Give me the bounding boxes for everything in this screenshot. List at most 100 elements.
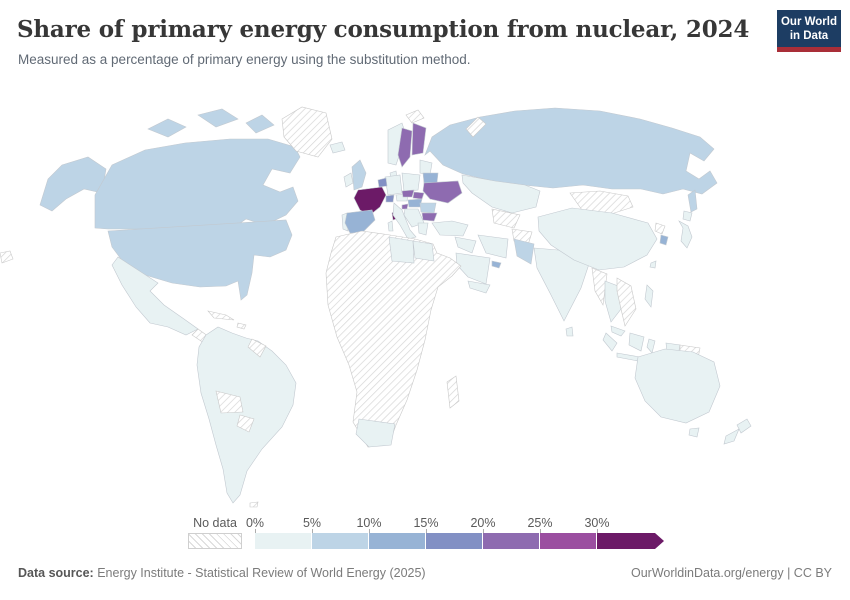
- country-libya[interactable]: [388, 236, 415, 264]
- country-australia-tasmania[interactable]: [688, 427, 700, 438]
- country-sakhalin-russia[interactable]: [687, 189, 698, 213]
- legend-tick-5: 5%: [302, 516, 322, 530]
- legend-tick-20: 20%: [470, 516, 496, 530]
- country-japan[interactable]: [678, 220, 693, 249]
- country-united-kingdom[interactable]: [351, 159, 367, 191]
- country-novaya-zemlya[interactable]: [465, 116, 487, 138]
- country-new-zealand-north[interactable]: [736, 418, 752, 434]
- legend-tickmark: [369, 529, 370, 533]
- page-subtitle: Measured as a percentage of primary ener…: [18, 52, 471, 67]
- country-indonesia-borneo[interactable]: [628, 332, 645, 352]
- legend-tickmark: [255, 529, 256, 533]
- region-edge-sliver[interactable]: [0, 250, 14, 264]
- data-source: Data source: Energy Institute - Statisti…: [18, 566, 426, 580]
- country-arctic-island[interactable]: [147, 118, 187, 138]
- country-malaysia[interactable]: [610, 325, 626, 337]
- country-australia[interactable]: [634, 348, 721, 424]
- country-canada[interactable]: [94, 138, 301, 230]
- country-myanmar[interactable]: [591, 267, 608, 306]
- country-pakistan[interactable]: [513, 238, 535, 265]
- country-china[interactable]: [537, 207, 658, 271]
- country-falkland-islands[interactable]: [249, 501, 259, 508]
- country-spain[interactable]: [344, 209, 376, 234]
- country-iceland[interactable]: [329, 141, 346, 154]
- region-africa[interactable]: [325, 230, 462, 448]
- country-italy[interactable]: [392, 202, 417, 240]
- region-south-america[interactable]: [196, 326, 297, 504]
- legend-tick-10: 10%: [356, 516, 382, 530]
- country-taiwan[interactable]: [649, 260, 657, 269]
- country-finland[interactable]: [411, 122, 427, 156]
- country-france[interactable]: [353, 186, 387, 216]
- country-cuba[interactable]: [207, 310, 235, 321]
- country-japan-hokkaido[interactable]: [682, 210, 693, 222]
- country-czechia[interactable]: [401, 189, 415, 198]
- country-saudi-arabia[interactable]: [455, 252, 491, 285]
- legend-tick-30: 30%: [584, 516, 610, 530]
- owid-logo-line2: in Data: [789, 30, 829, 42]
- country-ukraine[interactable]: [422, 180, 463, 204]
- legend-swatch-15-20[interactable]: [426, 533, 483, 549]
- country-ireland[interactable]: [343, 172, 354, 188]
- legend-color-bar: 0% 5% 10% 15% 20% 25% 30%: [246, 514, 675, 554]
- country-new-zealand-south[interactable]: [723, 428, 740, 445]
- owid-logo-text: Our World in Data: [777, 10, 841, 47]
- country-greece[interactable]: [417, 222, 429, 236]
- country-egypt[interactable]: [412, 240, 435, 262]
- country-mexico[interactable]: [111, 256, 199, 336]
- page-title: Share of primary energy consumption from…: [17, 16, 750, 43]
- country-iran[interactable]: [477, 234, 509, 259]
- data-source-label: Data source:: [18, 566, 94, 580]
- country-indonesia-java[interactable]: [616, 352, 641, 362]
- country-south-korea[interactable]: [659, 234, 669, 246]
- footer: Data source: Energy Institute - Statisti…: [0, 566, 850, 580]
- legend-no-data-swatch[interactable]: [188, 533, 242, 549]
- country-paraguay[interactable]: [236, 414, 255, 433]
- country-turkey[interactable]: [431, 220, 469, 237]
- country-slovakia[interactable]: [412, 191, 425, 200]
- country-poland[interactable]: [401, 172, 421, 192]
- country-arctic-island[interactable]: [245, 114, 275, 134]
- owid-logo-line1: Our World: [780, 16, 837, 28]
- country-indonesia-sulawesi[interactable]: [646, 338, 656, 354]
- country-germany[interactable]: [384, 174, 403, 196]
- legend-swatch-20-25[interactable]: [483, 533, 540, 549]
- region-yemen-oman[interactable]: [467, 280, 491, 294]
- country-indonesia-sumatra[interactable]: [602, 332, 618, 352]
- country-arctic-island[interactable]: [197, 108, 239, 128]
- country-bolivia[interactable]: [215, 390, 244, 414]
- country-kazakhstan[interactable]: [461, 174, 541, 214]
- country-sardinia-italy[interactable]: [387, 220, 394, 232]
- region-levant-iraq[interactable]: [454, 236, 477, 254]
- legend-swatch-25-30[interactable]: [540, 533, 597, 549]
- country-south-africa[interactable]: [355, 418, 396, 448]
- country-switzerland[interactable]: [385, 194, 395, 203]
- region-uzbekistan-turkmenistan[interactable]: [491, 208, 521, 229]
- country-belarus[interactable]: [422, 172, 439, 184]
- country-philippines[interactable]: [644, 284, 654, 308]
- credit-link[interactable]: OurWorldinData.org/energy | CC BY: [630, 566, 832, 580]
- country-belgium[interactable]: [377, 177, 388, 188]
- country-united-arab-emirates[interactable]: [491, 260, 502, 269]
- country-hispaniola[interactable]: [236, 322, 247, 330]
- country-bulgaria[interactable]: [421, 212, 438, 222]
- legend-swatch-10-15[interactable]: [369, 533, 426, 549]
- legend-swatch-30-plus[interactable]: [597, 533, 664, 549]
- country-slovenia[interactable]: [401, 203, 409, 210]
- legend-tickmark: [426, 529, 427, 533]
- country-svalbard[interactable]: [405, 109, 425, 124]
- legend-no-data-label: No data: [193, 516, 237, 530]
- legend-swatch-5-10[interactable]: [312, 533, 369, 549]
- country-sweden[interactable]: [397, 127, 413, 168]
- map-svg: [0, 106, 752, 508]
- country-greenland[interactable]: [281, 106, 333, 158]
- country-north-korea[interactable]: [654, 222, 666, 235]
- country-sri-lanka[interactable]: [565, 326, 574, 337]
- region-vietnam-laos[interactable]: [616, 277, 637, 327]
- legend-swatch-0-5[interactable]: [255, 533, 312, 549]
- country-romania[interactable]: [419, 202, 437, 214]
- country-hungary[interactable]: [407, 198, 423, 208]
- region-guyanas[interactable]: [247, 338, 267, 358]
- country-madagascar[interactable]: [446, 375, 460, 409]
- owid-logo[interactable]: Our World in Data: [777, 10, 841, 52]
